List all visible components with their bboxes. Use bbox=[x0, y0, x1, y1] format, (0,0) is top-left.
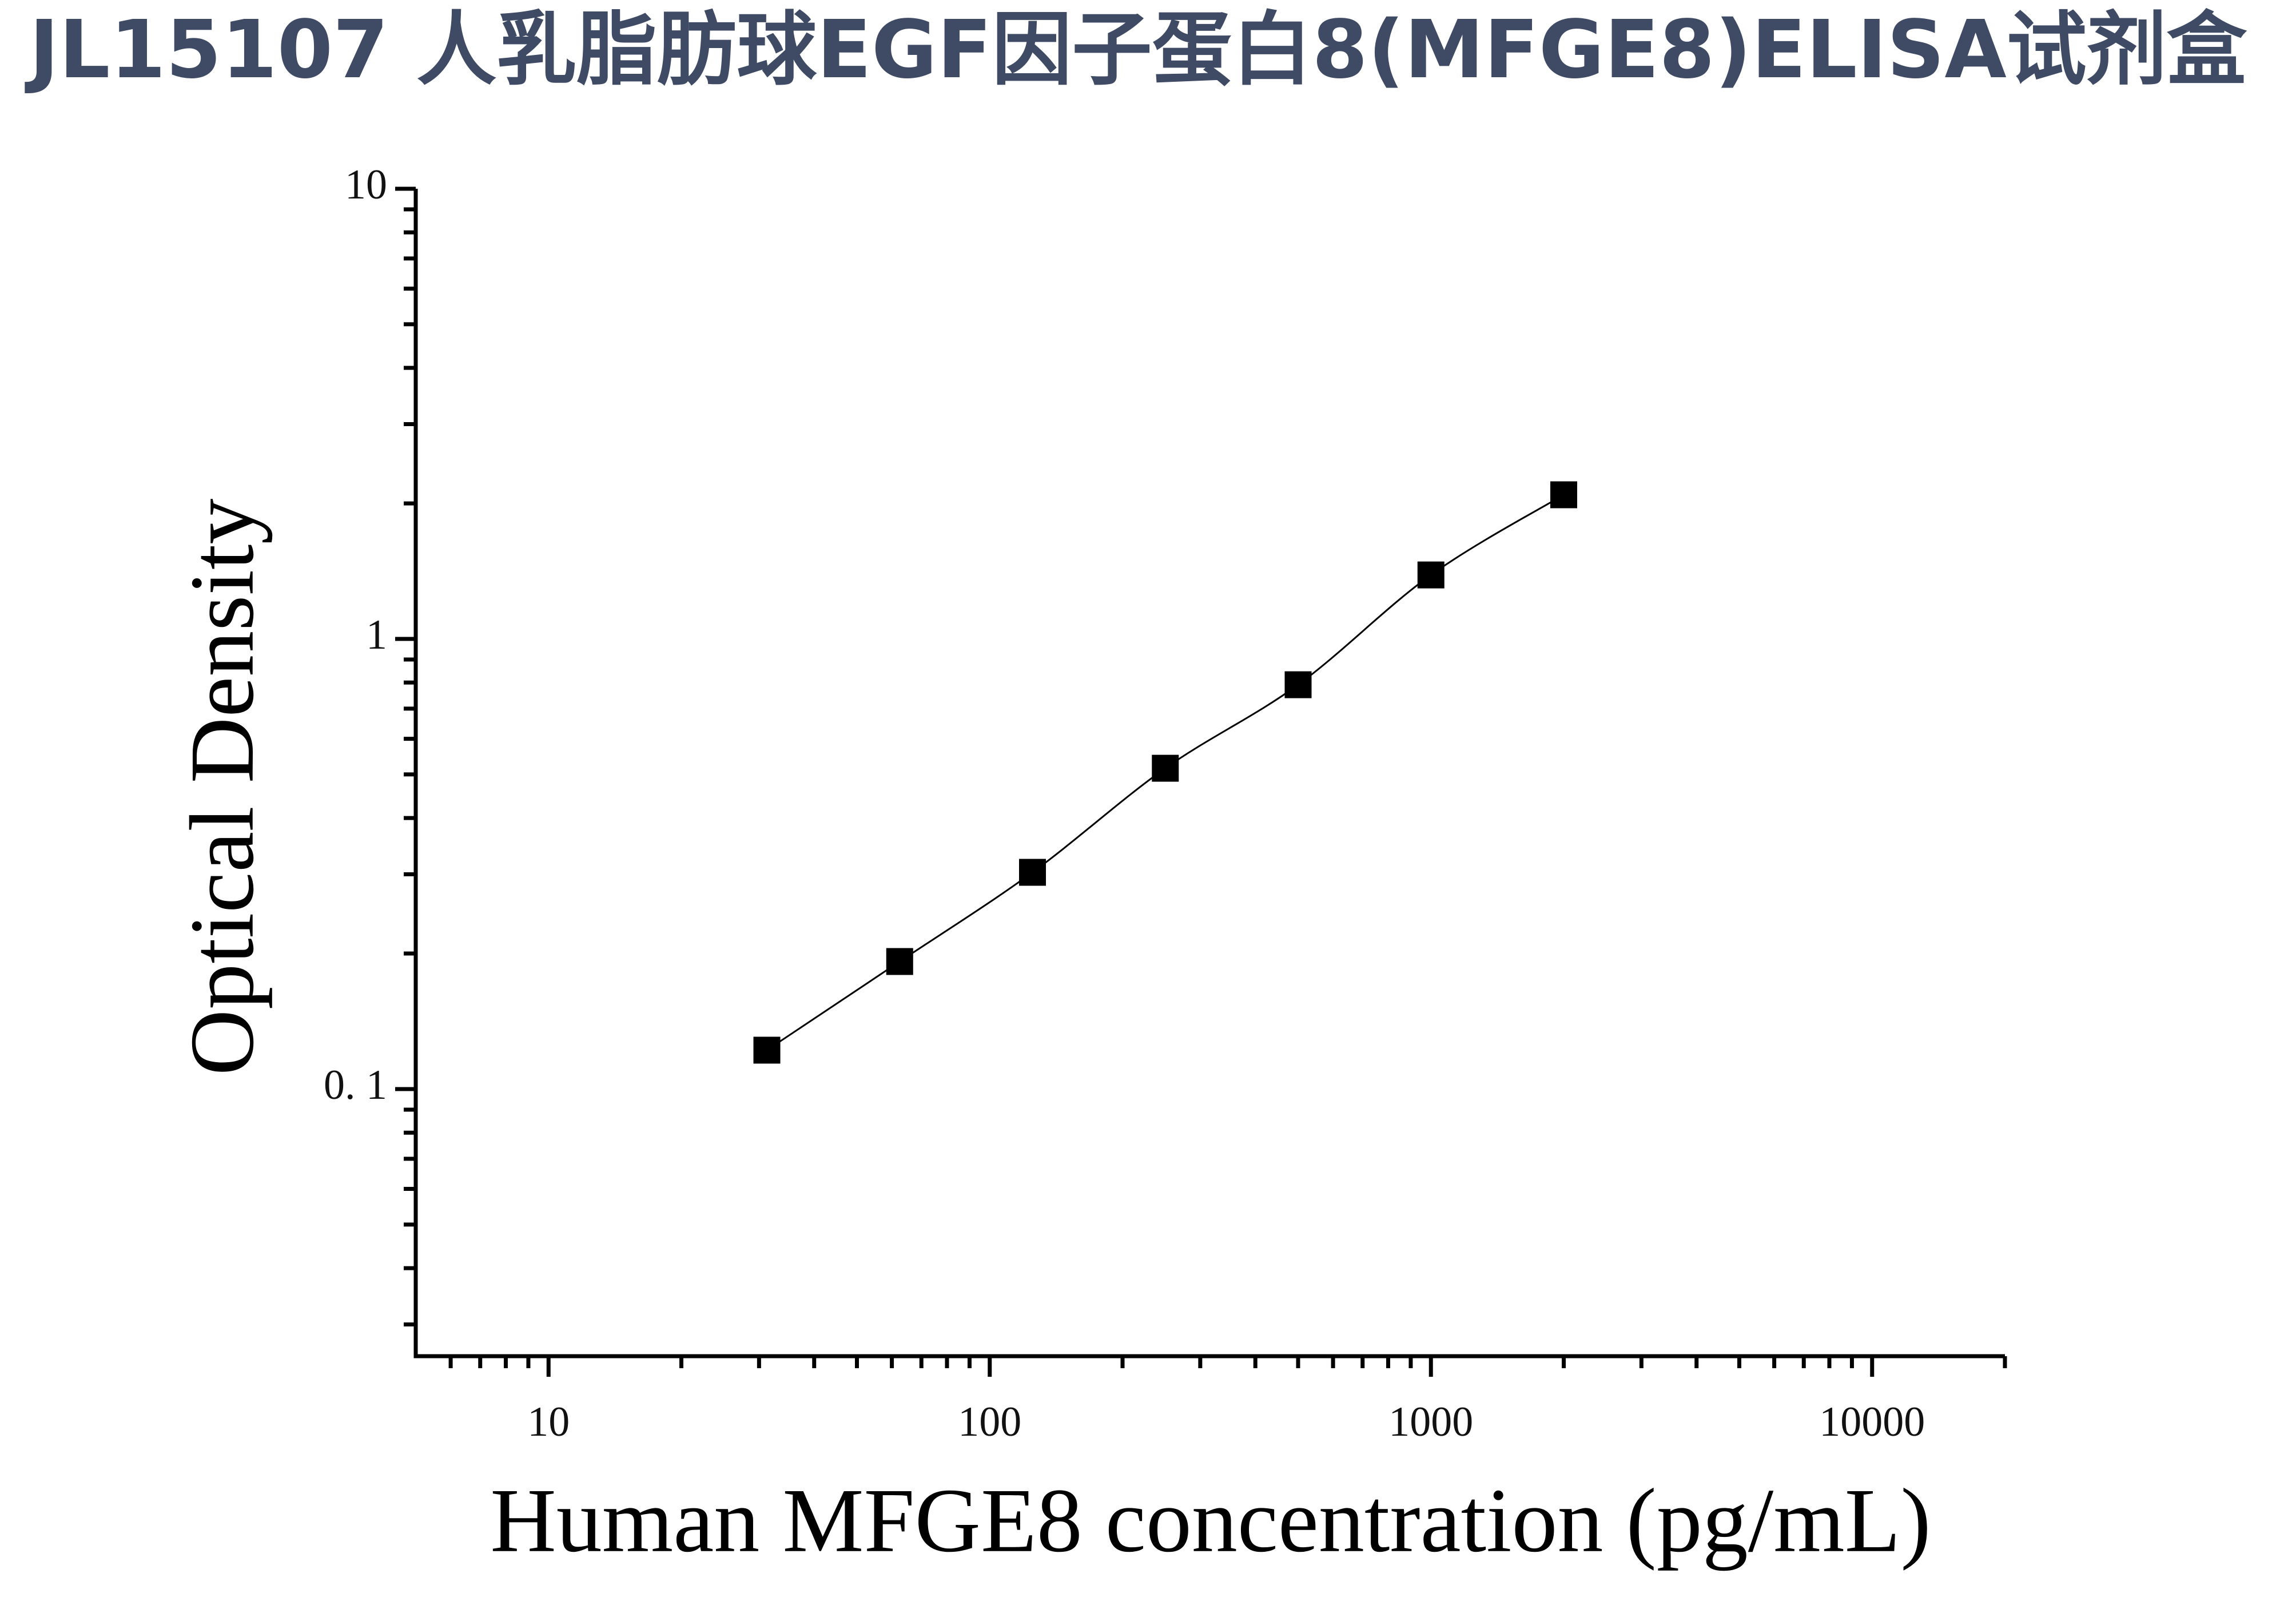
data-point bbox=[1284, 671, 1312, 698]
y-tick-label: 10 bbox=[345, 161, 387, 208]
data-point bbox=[1550, 481, 1577, 508]
data-point bbox=[753, 1036, 781, 1064]
data-point bbox=[1417, 561, 1445, 589]
x-tick-label: 10000 bbox=[1819, 1399, 1925, 1445]
x-tick-label: 100 bbox=[958, 1399, 1021, 1445]
x-tick-label: 1000 bbox=[1388, 1399, 1473, 1445]
chart-title: JL15107 人乳脂肪球EGF因子蛋白8(MFGE8)ELISA试剂盒 bbox=[25, 3, 2247, 97]
x-axis-label: Human MFGE8 concentration (pg/mL) bbox=[490, 1469, 1931, 1571]
data-point bbox=[886, 948, 913, 975]
data-point bbox=[1019, 859, 1046, 886]
data-point bbox=[1152, 754, 1179, 782]
y-axis-label: Optical Density bbox=[171, 499, 273, 1076]
x-tick-label: 10 bbox=[527, 1399, 570, 1445]
y-tick-label: 1 bbox=[366, 611, 387, 658]
y-tick-label: 0. 1 bbox=[324, 1062, 387, 1109]
